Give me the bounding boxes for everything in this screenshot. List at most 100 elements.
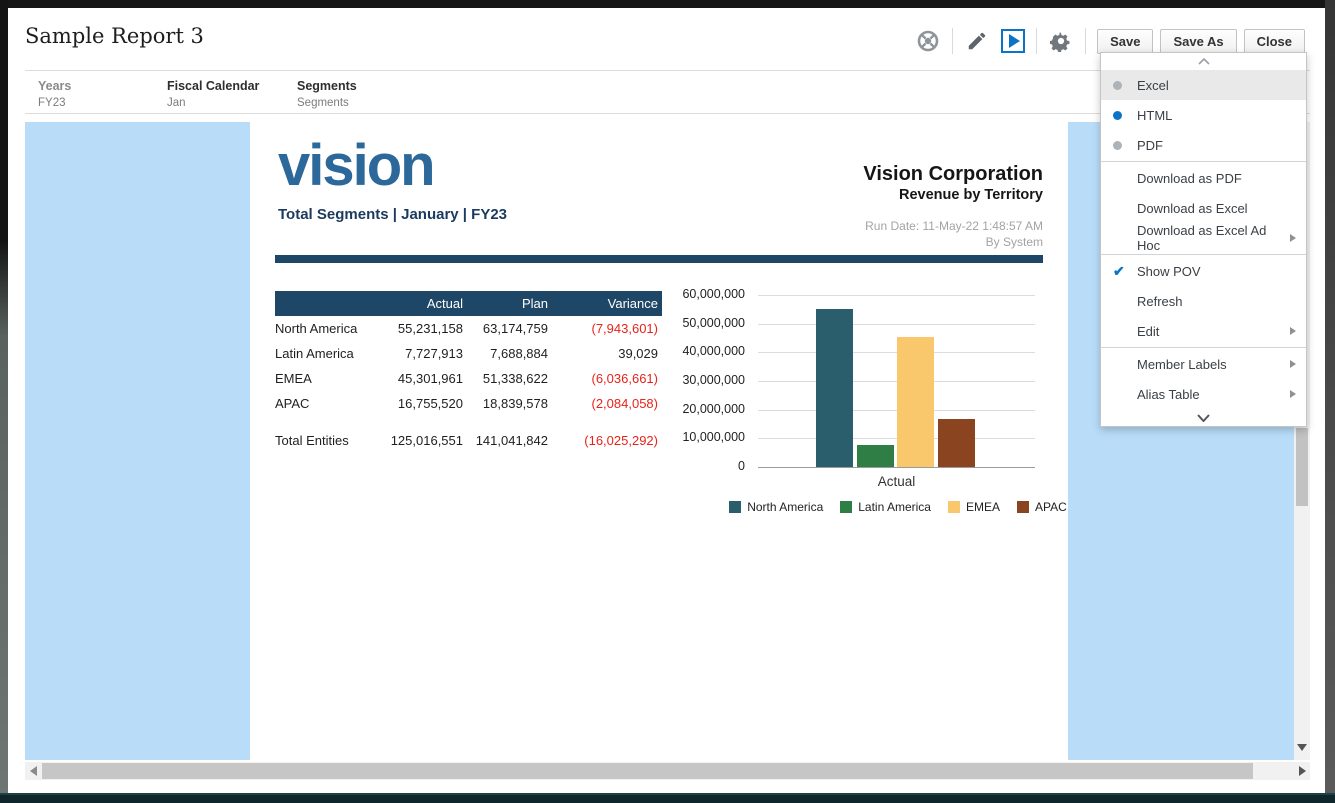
menu-scroll-down-icon[interactable] bbox=[1101, 409, 1306, 426]
company-name: Vision Corporation bbox=[863, 163, 1043, 185]
radio-icon bbox=[1113, 140, 1137, 150]
save-button[interactable]: Save bbox=[1097, 28, 1154, 54]
content-area: vision Total Segments | January | FY23 V… bbox=[25, 122, 1310, 760]
menu-item-alias-table[interactable]: Alias Table bbox=[1101, 379, 1306, 409]
scroll-left-icon[interactable] bbox=[30, 766, 37, 776]
menu-item-refresh[interactable]: Refresh bbox=[1101, 286, 1306, 316]
table-cell: 45,301,961 bbox=[397, 371, 463, 386]
close-button[interactable]: Close bbox=[1243, 28, 1305, 54]
toolbar-divider bbox=[1036, 28, 1038, 54]
menu-item-show-pov[interactable]: ✔ Show POV bbox=[1101, 256, 1306, 286]
table-cell: 55,231,158 bbox=[397, 321, 463, 336]
pov-dimension-label: Segments bbox=[297, 79, 357, 93]
window-border-top bbox=[0, 0, 1335, 8]
menu-item-download-as-excel[interactable]: Download as Excel bbox=[1101, 193, 1306, 223]
legend-item: North America bbox=[729, 500, 823, 514]
table-cell-total: 141,041,842 bbox=[475, 433, 548, 448]
report-table: Actual Plan Variance North America 55,231,15… bbox=[275, 291, 662, 453]
chart-x-axis-label: Actual bbox=[877, 474, 916, 489]
toolbar-buttons: Save Save As Close bbox=[1097, 28, 1305, 54]
menu-item-pdf[interactable]: PDF bbox=[1101, 130, 1306, 160]
table-cell: 51,338,622 bbox=[482, 371, 548, 386]
run-by: By System bbox=[985, 235, 1043, 249]
menu-item-edit[interactable]: Edit bbox=[1101, 316, 1306, 346]
chart-gridline bbox=[758, 438, 1035, 440]
chart-gridline bbox=[758, 295, 1035, 296]
menu-item-label: Alias Table bbox=[1137, 386, 1200, 402]
menu-item-download-as-excel-ad-hoc[interactable]: Download as Excel Ad Hoc bbox=[1101, 223, 1306, 253]
menu-item-label: Refresh bbox=[1137, 293, 1183, 309]
radio-dot-icon bbox=[1113, 110, 1122, 120]
table-cell: 39,029 bbox=[618, 346, 658, 361]
menu-item-label: Download as Excel bbox=[1137, 200, 1248, 216]
horizontal-scrollbar-thumb[interactable] bbox=[42, 763, 1253, 779]
menu-item-member-labels[interactable]: Member Labels bbox=[1101, 349, 1306, 379]
pov-dimension-value[interactable]: FY23 bbox=[38, 97, 66, 109]
page-title: Sample Report 3 bbox=[25, 24, 204, 48]
menu-item-label: PDF bbox=[1137, 137, 1163, 153]
play-triangle bbox=[1009, 34, 1021, 48]
chart-gridline bbox=[758, 352, 1035, 354]
menu-item-download-as-pdf[interactable]: Download as PDF bbox=[1101, 163, 1306, 193]
chart-y-tick-label: 50,000,000 bbox=[682, 315, 745, 330]
pov-bar: Years FY23 Fiscal Calendar Jan Segments Segme… bbox=[25, 70, 1310, 114]
scroll-right-icon[interactable] bbox=[1299, 766, 1306, 776]
chart-gridline bbox=[758, 381, 1035, 382]
header-rule bbox=[275, 255, 1043, 263]
pov-dimension-value[interactable]: Segments bbox=[297, 97, 349, 109]
vision-logo: vision bbox=[278, 133, 436, 198]
menu-item-label: Edit bbox=[1137, 323, 1160, 339]
preview-play-icon[interactable] bbox=[1001, 29, 1026, 53]
run-date: Run Date: 11-May-22 1:48:57 AM bbox=[865, 219, 1043, 233]
legend-label: EMEA bbox=[965, 500, 1000, 514]
menu-scroll-up-icon[interactable] bbox=[1101, 53, 1306, 70]
window-border-left bbox=[0, 0, 8, 803]
legend-swatch-icon bbox=[840, 501, 853, 513]
report-subtitle: Revenue by Territory bbox=[899, 187, 1043, 203]
toolbar-divider bbox=[952, 28, 954, 54]
pov-wheel-icon[interactable] bbox=[915, 28, 941, 54]
chart-bar-north-america bbox=[816, 309, 853, 467]
submenu-arrow-icon bbox=[1290, 390, 1296, 398]
pov-dimension-segments[interactable]: Segments Segments bbox=[297, 78, 357, 111]
edit-pencil-icon[interactable] bbox=[964, 28, 990, 54]
legend-label: Latin America bbox=[858, 500, 931, 514]
legend-swatch-icon bbox=[947, 501, 960, 513]
menu-separator bbox=[1101, 161, 1306, 162]
table-column-header: Variance bbox=[552, 291, 662, 316]
pov-dimension-fiscal-calendar[interactable]: Fiscal Calendar Jan bbox=[167, 78, 259, 111]
table-column-header: Actual bbox=[390, 291, 467, 316]
menu-item-label: HTML bbox=[1137, 107, 1173, 123]
chart-y-tick-label: 60,000,000 bbox=[682, 287, 745, 301]
horizontal-scrollbar[interactable] bbox=[25, 762, 1310, 780]
menu-item-label: Download as Excel Ad Hoc bbox=[1137, 223, 1267, 253]
pov-dimension-value[interactable]: Jan bbox=[167, 97, 186, 109]
report-page: vision Total Segments | January | FY23 V… bbox=[250, 122, 1068, 760]
menu-item-excel[interactable]: Excel bbox=[1101, 70, 1306, 100]
table-cell: 7,727,913 bbox=[405, 346, 463, 361]
menu-item-html[interactable]: HTML bbox=[1101, 100, 1306, 130]
save-as-button[interactable]: Save As bbox=[1160, 28, 1237, 54]
check-icon: ✔ bbox=[1113, 263, 1137, 280]
table-cell: 63,174,759 bbox=[482, 321, 548, 336]
chart-bar-latin-america bbox=[857, 445, 894, 467]
chart-legend: North America Latin America EMEA APAC bbox=[648, 500, 1148, 514]
legend-item: APAC bbox=[1016, 500, 1067, 514]
pov-dimension-years[interactable]: Years FY23 bbox=[38, 78, 71, 111]
chart-y-tick-label: 40,000,000 bbox=[682, 344, 745, 359]
scroll-down-icon[interactable] bbox=[1297, 744, 1307, 751]
legend-label: North America bbox=[747, 500, 824, 514]
table-cell: 7,688,884 bbox=[490, 346, 548, 361]
chart-y-tick-label: 0 bbox=[738, 459, 745, 473]
legend-item: EMEA bbox=[947, 500, 1000, 514]
settings-gear-icon[interactable] bbox=[1048, 28, 1074, 54]
table-cell-total: (16,025,292) bbox=[584, 433, 658, 448]
chart-gridline bbox=[758, 409, 1035, 411]
window-border-right bbox=[1325, 0, 1335, 803]
title-bar: Sample Report 3 bbox=[8, 8, 1325, 70]
pov-dimension-label: Fiscal Calendar bbox=[167, 79, 260, 93]
vertical-scrollbar-thumb[interactable] bbox=[1296, 428, 1308, 506]
chart-bar-apac bbox=[938, 419, 975, 467]
legend-swatch-icon bbox=[1016, 501, 1029, 513]
table-header-cell bbox=[275, 291, 390, 316]
